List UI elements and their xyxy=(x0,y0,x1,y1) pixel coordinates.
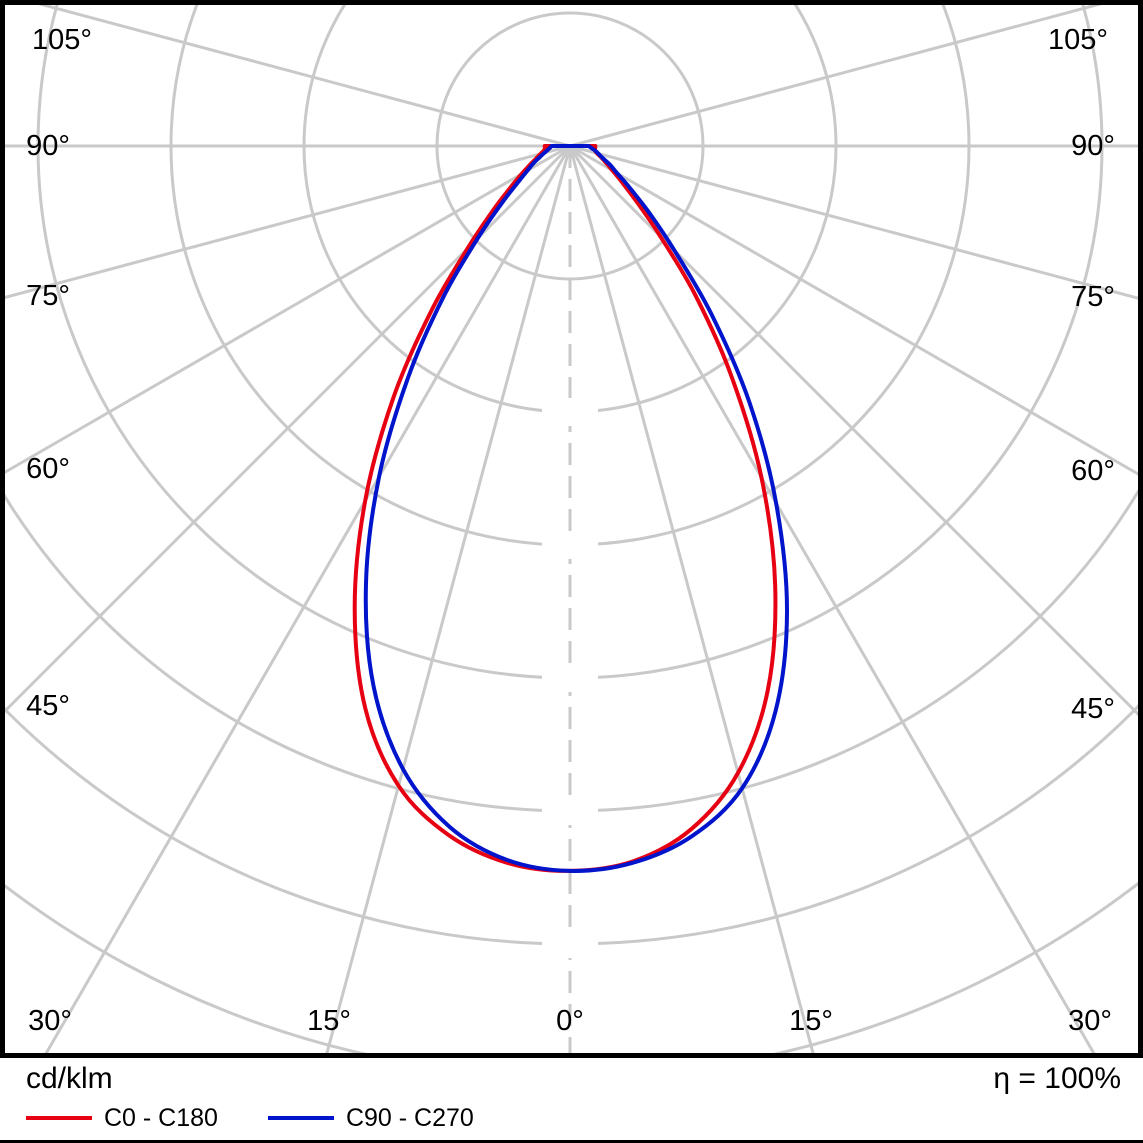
grid-radial-line xyxy=(568,144,1138,717)
grid-radial-line xyxy=(44,145,572,1053)
legend: C0 - C180 C90 - C270 xyxy=(26,1104,1121,1133)
grid-radial-line xyxy=(5,144,571,299)
grid-radial-line xyxy=(569,144,1138,476)
chart-border xyxy=(0,0,1143,1058)
efficiency-label: η = 100% xyxy=(993,1062,1121,1095)
footer-labels-row: cd/klm η = 100% xyxy=(26,1062,1121,1097)
angle-label: 0° xyxy=(556,1005,584,1037)
angle-label: 45° xyxy=(26,690,70,722)
angle-label: 60° xyxy=(1071,455,1115,487)
grid-radial-line xyxy=(325,145,572,1053)
chart-footer: cd/klm η = 100% C0 - C180 C90 - C270 xyxy=(0,1058,1143,1143)
angle-label: 75° xyxy=(26,280,70,312)
series-curve-c90-c270 xyxy=(363,144,790,873)
angle-label: 75° xyxy=(1071,281,1115,313)
radial-scale-gap xyxy=(542,531,598,559)
angle-label: 30° xyxy=(28,1005,72,1037)
radial-scale-gap xyxy=(542,797,598,825)
radial-scale-gap xyxy=(542,664,598,692)
angle-label: 105° xyxy=(1048,24,1108,56)
angle-label: 15° xyxy=(307,1005,351,1037)
polar-grid xyxy=(5,5,1138,1053)
angle-label: 90° xyxy=(1071,130,1115,162)
angle-label: 90° xyxy=(26,130,70,162)
grid-radial-line xyxy=(568,145,815,1053)
legend-label: C0 - C180 xyxy=(104,1103,218,1132)
polar-chart-svg: 0° 15° 15° 30° 30° 45° 45° 60° 60° 75° 75° 90° 90° 10… xyxy=(0,0,1143,1058)
legend-item: C0 - C180 xyxy=(26,1104,218,1133)
angle-label: 45° xyxy=(1071,693,1115,725)
angle-label: 15° xyxy=(789,1005,833,1037)
angle-label: 105° xyxy=(32,24,92,56)
legend-label: C90 - C270 xyxy=(345,1103,474,1132)
grid-radial-line xyxy=(568,145,1096,1053)
grid-radial-line xyxy=(5,144,572,714)
legend-item: C90 - C270 xyxy=(267,1103,474,1133)
units-label: cd/klm xyxy=(26,1062,113,1095)
grid-radial-line xyxy=(569,144,1138,300)
series-curve-c0-c180 xyxy=(352,144,778,873)
grid-radial-line xyxy=(37,5,571,148)
grid-radial-line xyxy=(569,5,1103,148)
angle-label: 30° xyxy=(1068,1005,1112,1037)
radial-scale-gap xyxy=(542,398,598,426)
radial-scale-gap xyxy=(542,930,598,958)
grid-radial-line xyxy=(5,144,571,474)
legend-swatch xyxy=(267,1116,334,1120)
polar-chart: 0° 15° 15° 30° 30° 45° 45° 60° 60° 75° 75° 90° 90° 10… xyxy=(0,0,1143,1058)
legend-swatch xyxy=(26,1116,92,1120)
angle-label: 60° xyxy=(26,453,70,485)
